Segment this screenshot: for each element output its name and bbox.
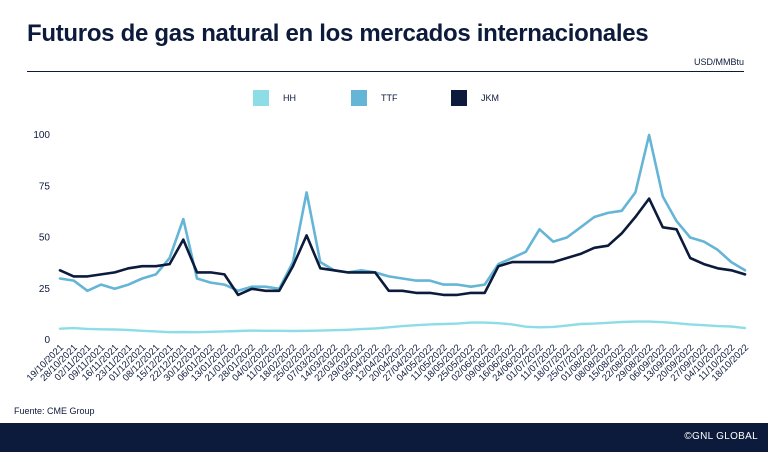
line-chart: 025507510019/10/202128/10/202102/11/2021…: [25, 130, 751, 384]
chart-legend: HH TTF JKM: [0, 90, 768, 110]
source-note: Fuente: CME Group: [14, 406, 95, 416]
y-tick-label: 0: [44, 335, 50, 346]
legend-swatch-ttf: [351, 90, 367, 106]
legend-item-jkm: JKM: [451, 90, 499, 106]
legend-swatch-jkm: [451, 90, 467, 106]
y-tick-label: 75: [39, 181, 51, 192]
y-tick-label: 50: [39, 233, 51, 244]
unit-label: USD/MMBtu: [693, 57, 744, 67]
legend-label-jkm: JKM: [481, 93, 499, 103]
series-line-jkm: [58, 197, 747, 297]
title-divider: [27, 71, 744, 72]
footer-bar: ©GNL GLOBAL: [0, 423, 768, 452]
series-line-ttf: [58, 133, 747, 293]
y-tick-label: 25: [39, 284, 51, 295]
legend-item-hh: HH: [253, 90, 296, 106]
series-line-hh: [58, 320, 747, 334]
legend-label-hh: HH: [283, 93, 296, 103]
legend-swatch-hh: [253, 90, 269, 106]
chart-title: Futuros de gas natural en los mercados i…: [27, 20, 649, 47]
y-tick-label: 100: [33, 130, 50, 141]
brand-label: ©GNL GLOBAL: [684, 431, 758, 442]
legend-item-ttf: TTF: [351, 90, 398, 106]
legend-label-ttf: TTF: [381, 93, 398, 103]
